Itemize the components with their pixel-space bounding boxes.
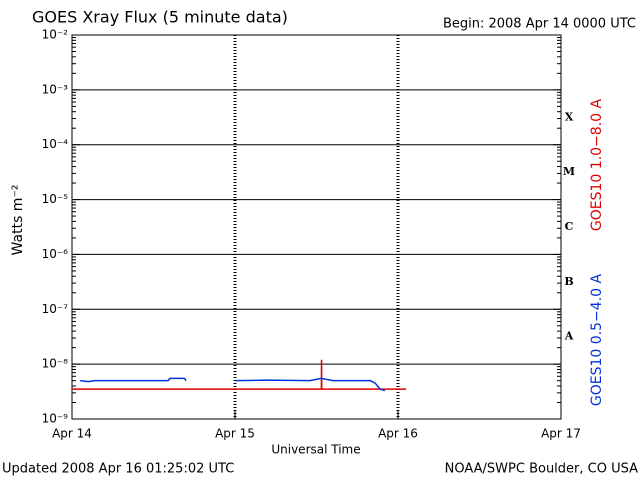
chart-title: GOES Xray Flux (5 minute data)	[32, 8, 288, 27]
y-tick-label: 10⁻⁵	[42, 192, 69, 206]
flare-class-label: X	[565, 110, 574, 123]
subtitle: Begin: 2008 Apr 14 0000 UTC	[443, 17, 636, 32]
series-line	[80, 377, 386, 392]
x-axis-label: Universal Time	[271, 443, 360, 457]
x-tick-label: Apr 17	[541, 427, 581, 441]
y-tick-label: 10⁻⁴	[42, 137, 69, 151]
footer-left: Updated 2008 Apr 16 01:25:02 UTC	[2, 462, 234, 477]
legend-entry: GOES10 0.5−4.0 A	[589, 274, 605, 407]
flare-class-label: A	[564, 330, 574, 343]
y-tick-label: 10⁻²	[42, 28, 69, 42]
footer-right: NOAA/SWPC Boulder, CO USA	[445, 462, 638, 477]
x-tick-label: Apr 15	[215, 427, 255, 441]
flare-class-label: B	[564, 275, 573, 288]
y-tick-label: 10⁻⁸	[42, 357, 69, 371]
x-tick-label: Apr 14	[52, 427, 92, 441]
y-tick-label: 10⁻⁹	[42, 412, 69, 426]
x-tick-label: Apr 16	[378, 427, 418, 441]
y-tick-label: 10⁻⁷	[42, 302, 69, 316]
y-tick-label: 10⁻⁶	[42, 247, 69, 261]
flare-class-label: C	[565, 220, 574, 233]
plot-frame	[71, 34, 562, 420]
y-tick-label: 10⁻³	[42, 82, 69, 96]
y-axis-label: Watts m⁻²	[10, 185, 26, 256]
legend-entry: GOES10 1.0−8.0 A	[589, 99, 605, 232]
flare-class-label: M	[563, 165, 575, 178]
series-line	[72, 359, 407, 390]
